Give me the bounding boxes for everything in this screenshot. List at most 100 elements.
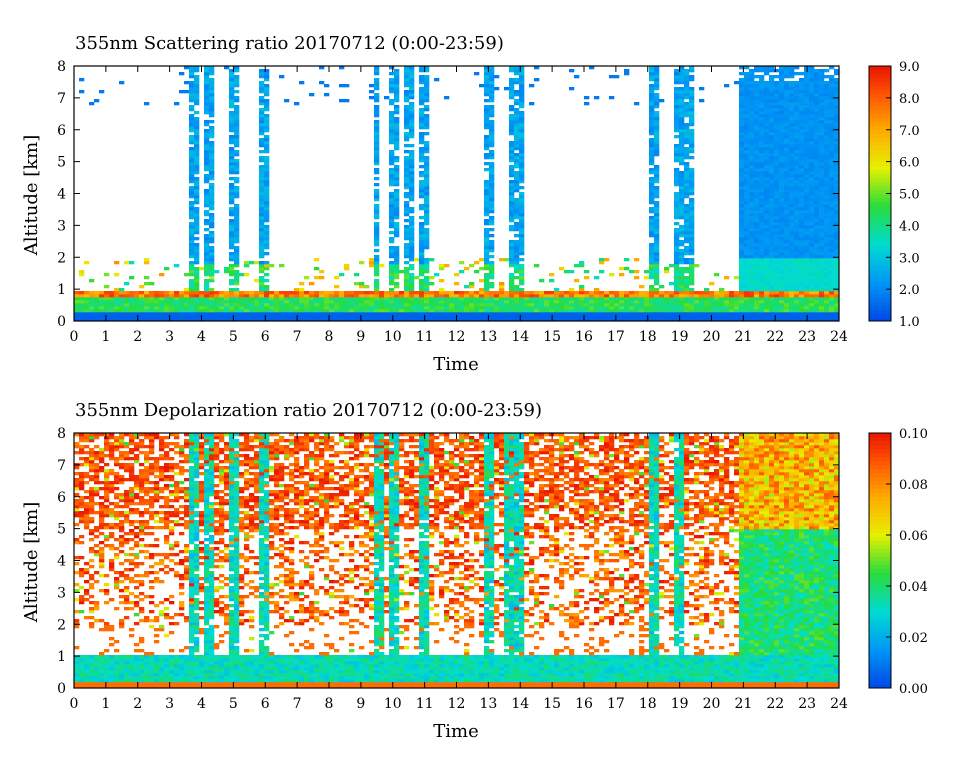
heatmap-cell bbox=[144, 312, 150, 316]
heatmap-cell bbox=[759, 243, 765, 247]
heatmap-cell bbox=[94, 291, 100, 295]
heatmap-cell bbox=[514, 276, 520, 280]
heatmap-cell bbox=[684, 153, 690, 157]
heatmap-cell bbox=[784, 231, 790, 235]
heatmap-cell bbox=[209, 159, 215, 163]
heatmap-cell bbox=[389, 264, 395, 268]
heatmap-cell bbox=[84, 318, 90, 322]
heatmap-cell bbox=[684, 165, 690, 169]
heatmap-cell bbox=[799, 240, 805, 244]
heatmap-cell bbox=[799, 312, 805, 316]
heatmap-cell bbox=[419, 270, 425, 274]
heatmap-cell bbox=[209, 273, 215, 277]
heatmap-cell bbox=[744, 231, 750, 235]
heatmap-cell bbox=[409, 123, 415, 127]
heatmap-cell bbox=[474, 291, 480, 295]
heatmap-cell bbox=[394, 261, 400, 265]
heatmap-cell bbox=[744, 189, 750, 193]
heatmap-cell bbox=[814, 201, 820, 205]
heatmap-cell bbox=[354, 297, 360, 301]
heatmap-cell bbox=[794, 105, 800, 109]
heatmap-cell bbox=[774, 318, 780, 322]
heatmap-cell bbox=[534, 306, 540, 310]
heatmap-cell bbox=[174, 264, 180, 268]
heatmap-cell bbox=[249, 291, 255, 295]
heatmap-cell bbox=[764, 246, 770, 250]
heatmap-cell bbox=[669, 294, 675, 298]
heatmap-cell bbox=[814, 99, 820, 103]
heatmap-cell bbox=[679, 240, 685, 244]
heatmap-cell bbox=[339, 318, 345, 322]
heatmap-cell bbox=[579, 318, 585, 322]
heatmap-cell bbox=[779, 123, 785, 127]
heatmap-cell bbox=[479, 258, 485, 262]
heatmap-cell bbox=[829, 90, 835, 94]
heatmap-cell bbox=[684, 132, 690, 136]
heatmap-cell bbox=[374, 303, 380, 307]
heatmap-cell bbox=[374, 315, 380, 319]
heatmap-cell bbox=[679, 144, 685, 148]
heatmap-cell bbox=[379, 291, 385, 295]
heatmap-cell bbox=[94, 300, 100, 304]
heatmap-cell bbox=[219, 309, 225, 313]
heatmap-cell bbox=[394, 87, 400, 91]
heatmap-cell bbox=[524, 309, 530, 313]
heatmap-cell bbox=[759, 285, 765, 289]
heatmap-cell bbox=[624, 267, 630, 271]
heatmap-cell bbox=[764, 300, 770, 304]
heatmap-cell bbox=[814, 306, 820, 310]
heatmap-cell bbox=[224, 66, 230, 70]
heatmap-cell bbox=[319, 315, 325, 319]
heatmap-cell bbox=[789, 234, 795, 238]
heatmap-cell bbox=[384, 312, 390, 316]
heatmap-cell bbox=[774, 159, 780, 163]
heatmap-cell bbox=[769, 129, 775, 133]
heatmap-cell bbox=[654, 309, 660, 313]
heatmap-cell bbox=[269, 297, 275, 301]
heatmap-cell bbox=[759, 246, 765, 250]
heatmap-cell bbox=[489, 186, 495, 190]
heatmap-cell bbox=[784, 75, 790, 79]
heatmap-cell bbox=[774, 306, 780, 310]
heatmap-cell bbox=[829, 267, 835, 271]
heatmap-cell bbox=[689, 219, 695, 223]
heatmap-cell bbox=[689, 123, 695, 127]
heatmap-cell bbox=[424, 216, 430, 220]
heatmap-cell bbox=[384, 294, 390, 298]
heatmap-cell bbox=[799, 171, 805, 175]
heatmap-cell bbox=[589, 312, 595, 316]
heatmap-cell bbox=[409, 315, 415, 319]
heatmap-cell bbox=[754, 282, 760, 286]
heatmap-cell bbox=[424, 279, 430, 283]
heatmap-cell bbox=[189, 165, 195, 169]
heatmap-cell bbox=[244, 264, 250, 268]
heatmap-cell bbox=[744, 213, 750, 217]
heatmap-cell bbox=[674, 192, 680, 196]
heatmap-cell bbox=[769, 195, 775, 199]
heatmap-cell bbox=[804, 132, 810, 136]
heatmap-cell bbox=[819, 174, 825, 178]
heatmap-cell bbox=[189, 210, 195, 214]
heatmap-cell bbox=[649, 264, 655, 268]
heatmap-cell bbox=[674, 114, 680, 118]
heatmap-cell bbox=[814, 279, 820, 283]
heatmap-cell bbox=[799, 318, 805, 322]
heatmap-cell bbox=[489, 198, 495, 202]
heatmap-cell bbox=[639, 309, 645, 313]
heatmap-cell bbox=[689, 210, 695, 214]
heatmap-cell bbox=[394, 264, 400, 268]
heatmap-cell bbox=[804, 114, 810, 118]
heatmap-cell bbox=[194, 243, 200, 247]
heatmap-cell bbox=[764, 234, 770, 238]
heatmap-cell bbox=[674, 243, 680, 247]
heatmap-cell bbox=[229, 138, 235, 142]
heatmap-cell bbox=[229, 72, 235, 76]
heatmap-cell bbox=[654, 312, 660, 316]
heatmap-cell bbox=[779, 66, 785, 70]
heatmap-cell bbox=[589, 318, 595, 322]
heatmap-cell bbox=[649, 99, 655, 103]
heatmap-cell bbox=[209, 270, 215, 274]
heatmap-cell bbox=[139, 291, 145, 295]
heatmap-cell bbox=[389, 288, 395, 292]
heatmap-cell bbox=[674, 285, 680, 289]
